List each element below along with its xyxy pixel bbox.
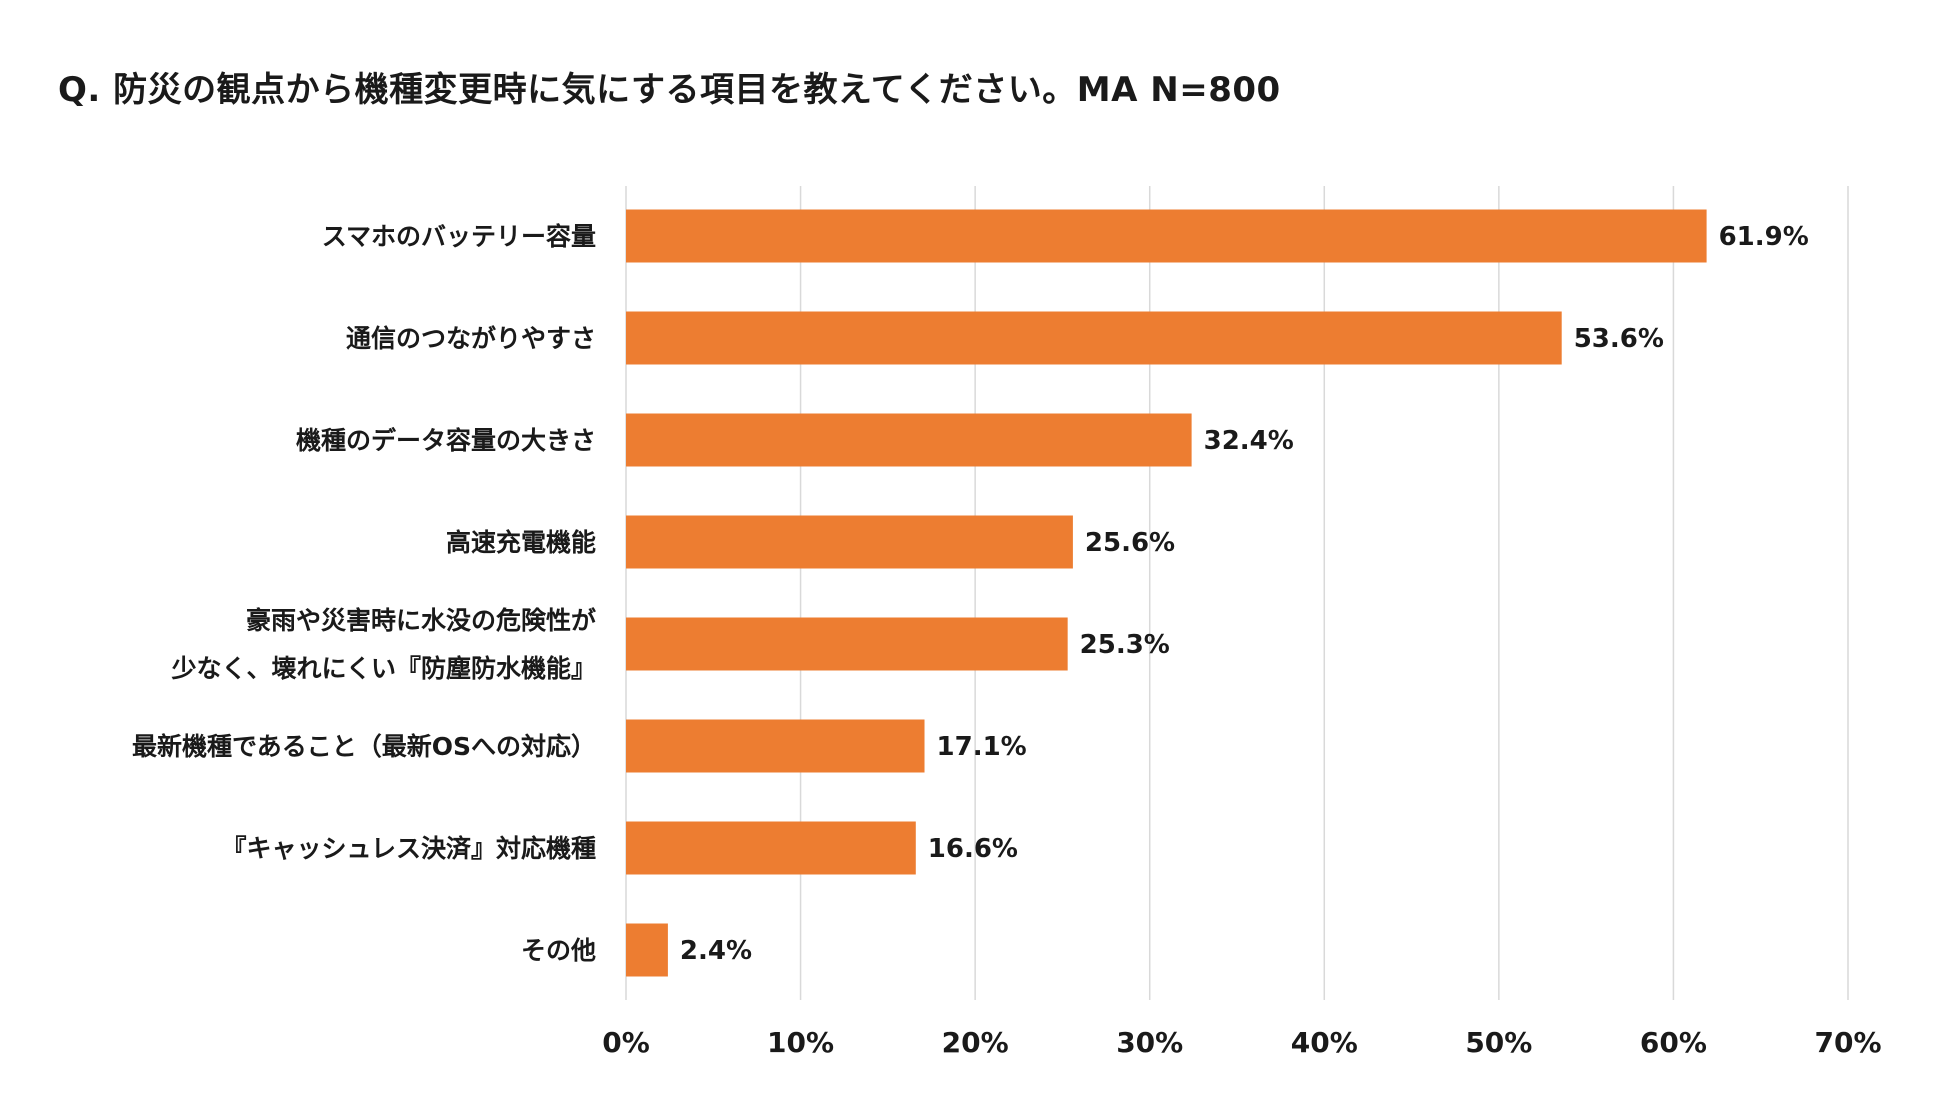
category-label: 『キャッシュレス決済』対応機種 — [221, 834, 596, 863]
category-label: スマホのバッテリー容量 — [322, 222, 596, 251]
category-label: その他 — [521, 936, 596, 965]
category-label: 少なく、壊れにくい『防塵防水機能』 — [170, 654, 596, 683]
x-tick-label: 60% — [1640, 1026, 1707, 1059]
data-label: 61.9% — [1719, 222, 1809, 252]
data-label: 16.6% — [928, 834, 1018, 864]
x-tick-label: 10% — [767, 1026, 834, 1059]
category-labels: スマホのバッテリー容量通信のつながりやすさ機種のデータ容量の大きさ高速充電機能豪… — [132, 222, 596, 965]
data-label: 32.4% — [1204, 426, 1294, 456]
bar — [626, 515, 1073, 569]
data-label: 25.3% — [1080, 630, 1170, 660]
bars — [626, 209, 1707, 977]
data-label: 53.6% — [1574, 324, 1664, 354]
chart-title: Q. 防災の観点から機種変更時に気にする項目を教えてください。MA N=800 — [58, 70, 1281, 110]
x-tick-label: 40% — [1291, 1026, 1358, 1059]
bar — [626, 821, 916, 875]
category-label: 豪雨や災害時に水没の危険性が — [246, 606, 596, 635]
category-label: 高速充電機能 — [446, 528, 596, 557]
gridlines — [625, 186, 1849, 1000]
x-tick-label: 20% — [942, 1026, 1009, 1059]
category-label: 最新機種であること（最新OSへの対応） — [132, 732, 596, 761]
data-label: 2.4% — [680, 936, 752, 966]
x-tick-label: 30% — [1116, 1026, 1183, 1059]
data-label: 17.1% — [937, 732, 1027, 762]
bar — [626, 923, 668, 977]
bar — [626, 719, 925, 773]
x-tick-label: 70% — [1814, 1026, 1881, 1059]
x-axis-ticks: 0% 10% 20% 30% 40% 50% 60% 70% — [602, 1026, 1881, 1059]
bar — [626, 617, 1068, 671]
x-tick-label: 50% — [1465, 1026, 1532, 1059]
bar — [626, 311, 1562, 365]
bar — [626, 413, 1192, 467]
data-label: 25.6% — [1085, 528, 1175, 558]
category-label: 機種のデータ容量の大きさ — [296, 426, 596, 455]
x-tick-label: 0% — [602, 1026, 650, 1059]
category-label: 通信のつながりやすさ — [346, 324, 596, 353]
value-labels: 61.9% 53.6% 32.4% 25.6% 25.3% 17.1% 16.6% 2.4% — [680, 222, 1809, 966]
bar — [626, 209, 1707, 263]
